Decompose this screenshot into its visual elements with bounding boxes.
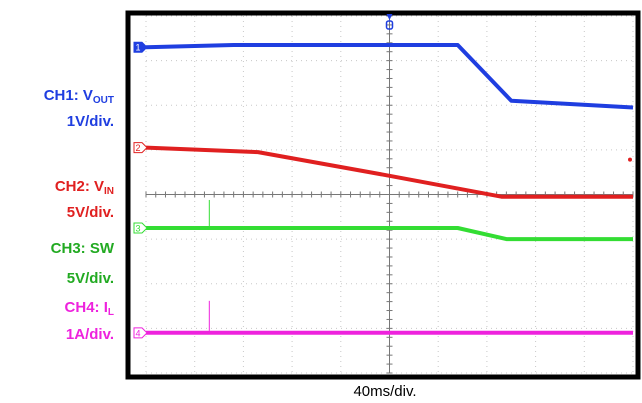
channel-marker-number: 3	[135, 223, 140, 233]
ch3-level-marker: 3	[133, 222, 148, 234]
ch2-scale-label: 5V/div.	[66, 204, 114, 221]
channel-marker-number: 4	[135, 328, 140, 338]
ch2-level-marker: 2	[133, 142, 148, 154]
ch2-trace	[145, 145, 633, 199]
ch3-name-label: CH3: SW	[50, 240, 114, 257]
channel-marker-number: 1	[135, 43, 140, 53]
ch1-trace	[145, 43, 634, 110]
ch4-level-marker: 4	[133, 327, 148, 339]
trigger-edge-icon	[385, 20, 394, 30]
ch3-scale-label: 5V/div.	[66, 270, 114, 287]
trigger-position-icon	[386, 14, 393, 20]
channel-marker-number: 2	[135, 143, 140, 153]
ch1-level-marker: 1	[133, 41, 148, 53]
channel-marker-shape	[133, 41, 148, 53]
channel-marker-shape	[133, 327, 148, 339]
ch1-name-label: CH1: VOUT	[43, 87, 114, 106]
channel-marker-shape	[133, 222, 148, 234]
ch1-scale-label: 1V/div.	[66, 113, 114, 130]
time-scale-label: 40ms/div.	[353, 383, 417, 400]
channel-marker-shape	[133, 142, 148, 154]
ch4-name-label: CH4: IL	[64, 299, 114, 318]
ch4-scale-label: 1A/div.	[65, 326, 114, 343]
ch3-trace	[146, 226, 633, 242]
ch2-name-label: CH2: VIN	[54, 178, 114, 197]
ch2-right-marker-dot	[628, 157, 632, 162]
